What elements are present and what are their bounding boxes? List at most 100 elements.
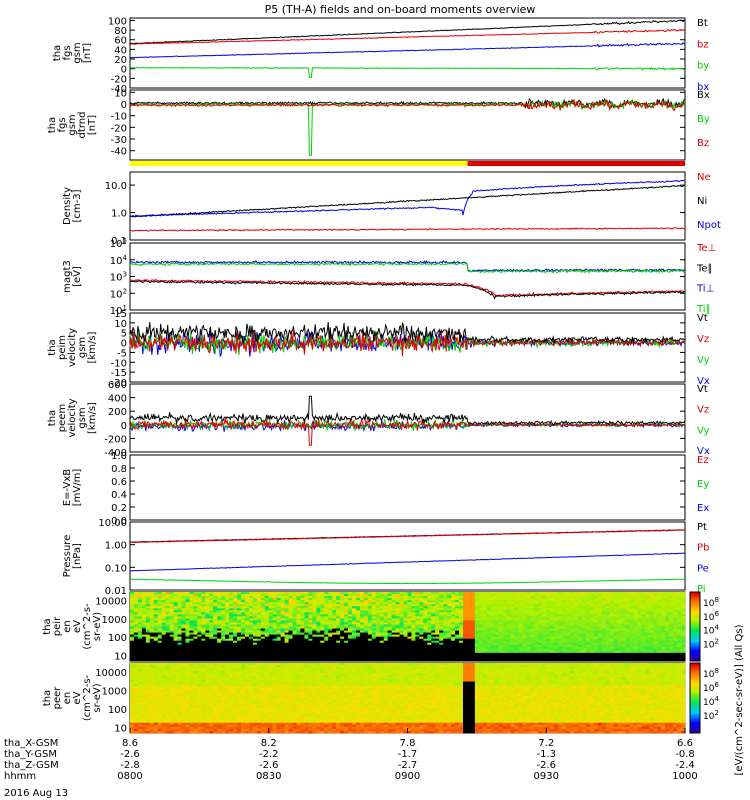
spectro-cell (161, 644, 167, 648)
spectro-cell (355, 602, 361, 605)
spectro-cell (455, 608, 460, 611)
spectro-cell (455, 638, 460, 642)
spectro-cell (340, 654, 345, 658)
spectro-cell (459, 598, 464, 601)
spectro-cell (443, 628, 448, 631)
spectro-cell (229, 592, 234, 595)
spectro-cell (407, 596, 412, 599)
spectro-cell (375, 606, 381, 609)
spectro-cell (375, 620, 381, 623)
spectro-cell (340, 650, 345, 654)
spectro-cell (375, 640, 381, 644)
spectro-cell (272, 648, 278, 652)
spectro-cell (320, 658, 325, 662)
spectro-cell (474, 630, 480, 633)
spectro-cell (415, 594, 420, 597)
panel-frame (129, 454, 686, 521)
spectro-cell (490, 598, 496, 601)
ytick-label: 1.0 (111, 209, 127, 220)
spectro-cell (336, 642, 341, 646)
spectro-cell (276, 596, 282, 599)
spectro-cell (510, 604, 515, 607)
spectro-cell (459, 594, 464, 597)
spectro-cell (466, 626, 472, 629)
spectro-cell (486, 592, 492, 595)
spectro-cell (502, 634, 507, 638)
spectro-cell (288, 650, 293, 654)
spectro-cell (490, 620, 496, 623)
spectro-cell (244, 626, 250, 629)
spectro-cell (403, 618, 408, 621)
spectro-cell (304, 644, 309, 648)
series-bx (130, 41, 686, 59)
spectro-cell (296, 630, 301, 633)
spectro-cell (387, 616, 393, 619)
spectro-cell (149, 636, 155, 640)
spectro-cell (284, 648, 289, 652)
spectro-cell (336, 616, 341, 619)
spectro-cell (383, 654, 389, 658)
spectro-cell (141, 658, 147, 662)
spectro-cell (451, 658, 456, 662)
spectro-cell (415, 656, 420, 660)
spectro-cell (518, 594, 523, 597)
spectro-cell (276, 594, 282, 597)
spectro-cell (435, 642, 440, 646)
spectro-cell (470, 604, 476, 607)
spectro-cell (395, 652, 400, 656)
spectro-cell (205, 604, 210, 607)
spectro-cell (490, 616, 496, 619)
spectro-cell (280, 604, 285, 607)
spectro-cell (538, 616, 543, 619)
spectro-cell (530, 632, 535, 636)
spectro-cell (411, 636, 416, 640)
spectro-cell (173, 630, 178, 633)
spectro-cell (221, 594, 226, 597)
spectro-cell (288, 614, 293, 617)
spectro-cell (157, 594, 163, 597)
spectro-cell (383, 592, 389, 595)
spectro-cell (474, 592, 480, 595)
spectro-cell (355, 608, 361, 611)
spectro-cell (502, 642, 507, 646)
spectro-cell (137, 654, 143, 658)
spectro-cell (296, 650, 301, 654)
spectro-cell (149, 610, 155, 613)
spectro-cell (300, 634, 305, 638)
spectro-cell (526, 634, 531, 638)
spectro-cell (415, 612, 420, 615)
spectro-cell (284, 600, 289, 603)
spectro-cell (244, 596, 250, 599)
spectro-cell (308, 618, 313, 621)
spectro-cell (233, 624, 238, 627)
spectro-cell (137, 630, 143, 633)
spectro-cell (264, 596, 270, 599)
spectro-cell (185, 632, 190, 636)
spectro-cell (130, 640, 135, 644)
spectro-cell (181, 652, 186, 656)
spectro-cell (506, 642, 511, 646)
spectro-cell (463, 604, 468, 607)
spectro-cell (185, 616, 190, 619)
spectro-cell (427, 628, 432, 631)
spectro-cell (530, 638, 535, 642)
ytick-label: 0.0 (111, 516, 127, 527)
ytick-label: -200 (104, 434, 127, 445)
spectro-cell (264, 602, 270, 605)
spectro-cell (546, 636, 551, 640)
spectro-cell (145, 608, 151, 611)
spectro-cell (197, 642, 202, 646)
spectro-cell (185, 650, 190, 654)
spectro-cell (494, 650, 500, 654)
spectro-cell (324, 658, 329, 662)
spectro-cell (344, 608, 349, 611)
spectro-cell (244, 652, 250, 656)
spectro-cell (470, 610, 476, 613)
spectro-cell (435, 624, 440, 627)
spectro-cell (371, 642, 377, 646)
spectro-cell (324, 650, 329, 654)
spectro-cell (316, 598, 321, 601)
spectro-cell (161, 608, 167, 611)
spectro-cell (241, 598, 246, 601)
spectro-cell (217, 598, 222, 601)
